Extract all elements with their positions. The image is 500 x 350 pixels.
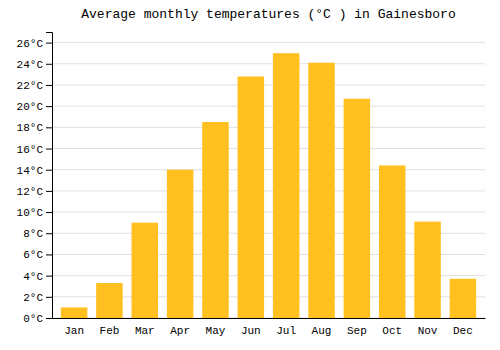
bar: [202, 122, 229, 318]
y-tick-label: 6°C: [23, 249, 43, 261]
title: Average monthly temperatures (°C ) in Ga…: [81, 7, 455, 22]
bar: [132, 223, 159, 318]
bar: [167, 170, 194, 318]
bar: [414, 222, 441, 318]
y-tick-mark: [46, 149, 52, 150]
x-tick-label: Apr: [170, 325, 190, 337]
y-tick-label: 2°C: [23, 292, 43, 304]
y-tick: 10°C: [17, 207, 52, 219]
x-axis-line: [53, 318, 486, 319]
grid-line: [52, 42, 485, 43]
y-tick-mark: [46, 191, 52, 192]
y-tick-mark: [46, 43, 52, 44]
y-tick: 26°C: [17, 38, 52, 50]
y-axis: 0°C 2°C 4°C 6°C 8°C 10°C 12°C 14°C 16°C 18°C 20°C 2…: [17, 33, 53, 326]
y-tick: 6°C: [23, 249, 52, 261]
y-tick: 0°C: [23, 313, 52, 325]
x-tick: Feb: [100, 325, 120, 337]
y-tick-label: 10°C: [17, 207, 44, 219]
bar: [238, 76, 265, 318]
bars: [61, 53, 476, 318]
bar: [450, 279, 477, 318]
x-tick-label: Feb: [100, 325, 120, 337]
x-tick-label: Aug: [312, 325, 332, 337]
grid-line: [52, 63, 485, 64]
y-tick-label: 8°C: [23, 228, 43, 240]
x-tick: Dec: [453, 325, 473, 337]
x-tick: Mar: [135, 325, 155, 337]
y-tick-label: 26°C: [17, 38, 44, 50]
plot: Jan Feb Mar Apr May Jun Jul Aug Sep Oct Nov Dec 0°C 2…: [17, 33, 486, 337]
y-tick: 24°C: [17, 59, 52, 71]
x-tick-label: Jul: [276, 325, 296, 337]
y-tick-label: 16°C: [17, 144, 44, 156]
bar: [61, 307, 88, 318]
x-tick-label: Sep: [347, 325, 367, 337]
y-tick: 22°C: [17, 80, 52, 92]
y-tick-mark: [46, 233, 52, 234]
y-tick: 12°C: [17, 186, 52, 198]
y-tick-mark: [46, 127, 52, 128]
x-tick: Oct: [382, 325, 402, 337]
bar: [344, 99, 371, 318]
y-axis-line: [46, 33, 53, 319]
x-tick: Sep: [347, 325, 367, 337]
y-tick: 8°C: [23, 228, 52, 240]
x-tick-label: Dec: [453, 325, 473, 337]
x-tick: Jun: [241, 325, 261, 337]
y-tick-label: 4°C: [23, 271, 43, 283]
y-tick-mark: [46, 254, 52, 255]
grid: [52, 43, 485, 318]
x-tick: May: [206, 325, 226, 337]
x-tick: Jan: [64, 325, 84, 337]
x-tick-label: Jun: [241, 325, 261, 337]
grid-line: [52, 127, 485, 128]
bar: [273, 53, 300, 318]
y-tick-label: 24°C: [17, 59, 44, 71]
grid-line: [52, 212, 485, 213]
y-tick-label: 14°C: [17, 165, 44, 177]
y-tick-mark: [46, 85, 52, 86]
grid-line: [52, 106, 485, 107]
bar: [308, 63, 335, 318]
y-tick-mark: [46, 106, 52, 107]
y-tick-label: 0°C: [23, 313, 43, 325]
y-tick-label: 12°C: [17, 186, 44, 198]
y-tick: 14°C: [17, 165, 52, 177]
y-tick-mark: [46, 212, 52, 213]
x-tick: Aug: [312, 325, 332, 337]
y-tick-mark: [46, 318, 52, 319]
grid-line: [52, 84, 485, 85]
grid-line: [52, 190, 485, 191]
x-tick-label: Oct: [382, 325, 402, 337]
y-tick-mark: [46, 64, 52, 65]
grid-line: [52, 169, 485, 170]
y-tick: 4°C: [23, 271, 52, 283]
x-axis: Jan Feb Mar Apr May Jun Jul Aug Sep Oct Nov Dec: [53, 319, 486, 337]
grid-line: [52, 148, 485, 149]
x-tick-label: Nov: [418, 325, 438, 337]
y-tick: 18°C: [17, 122, 52, 134]
y-tick-mark: [46, 276, 52, 277]
bar: [96, 283, 123, 318]
x-tick: Nov: [418, 325, 438, 337]
bar: [379, 165, 406, 318]
y-tick: 2°C: [23, 292, 52, 304]
x-tick-label: May: [206, 325, 226, 337]
x-tick: Jul: [276, 325, 296, 337]
x-tick-label: Mar: [135, 325, 155, 337]
x-tick-label: Jan: [64, 325, 84, 337]
y-tick-label: 18°C: [17, 122, 44, 134]
y-tick-mark: [46, 297, 52, 298]
y-tick-label: 20°C: [17, 101, 44, 113]
y-tick-mark: [46, 170, 52, 171]
y-tick: 20°C: [17, 101, 52, 113]
y-tick-label: 22°C: [17, 80, 44, 92]
y-tick: 16°C: [17, 144, 52, 156]
x-tick: Apr: [170, 325, 190, 337]
chart: Average monthly temperatures (°C ) in Ga…: [0, 0, 500, 350]
